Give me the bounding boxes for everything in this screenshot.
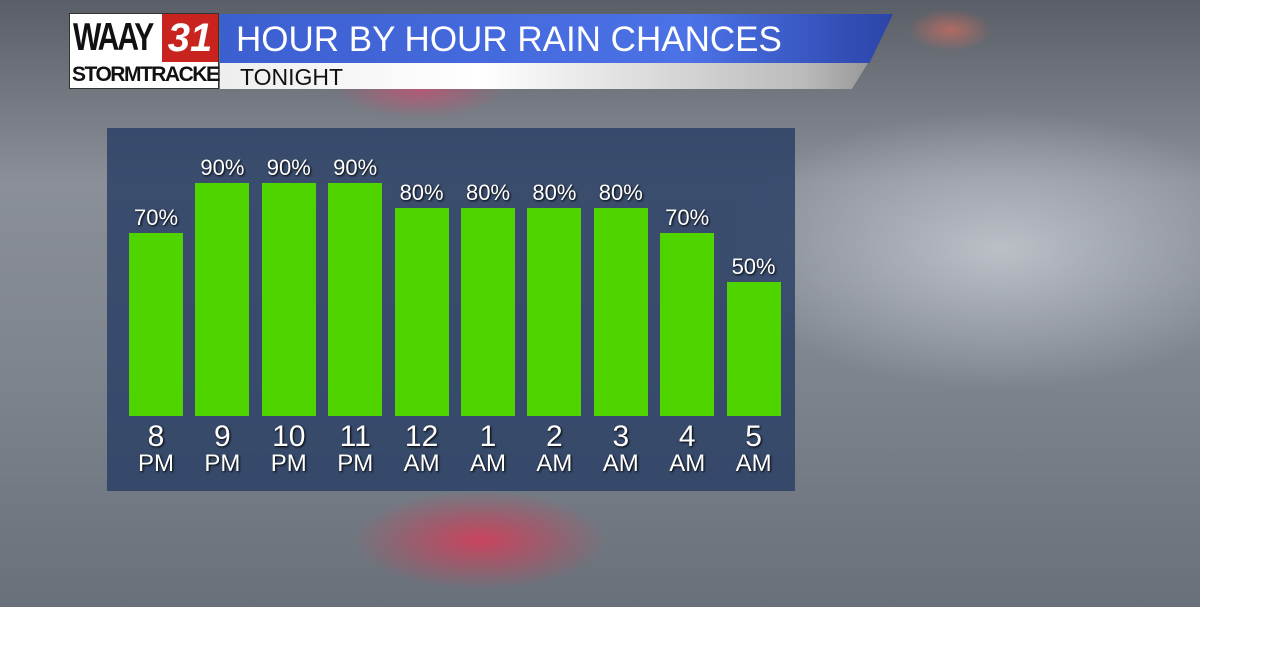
hour-label: 8 PM <box>121 420 191 478</box>
waay31-stormtracker-logo: WAAY 31 STORMTRACKER <box>69 13 234 89</box>
hour-number: 10 <box>272 420 306 453</box>
logo-channel: 31 <box>162 14 218 62</box>
am-pm: AM <box>403 450 440 477</box>
bar-2 <box>261 183 316 416</box>
bar-7 <box>593 207 648 416</box>
value-label: 80% <box>465 179 511 205</box>
value-label: 80% <box>532 179 577 205</box>
am-pm: AM <box>602 450 639 477</box>
chart-panel: 70% 8 PM 90% 9 PM 90% 10 PM 90% 11 PM 80% 12 AM 80% 1 AM 8… <box>107 128 795 491</box>
bar-3 <box>328 183 383 416</box>
am-pm: PM <box>270 450 307 477</box>
value-label: 90% <box>266 155 311 180</box>
hour-number: 1 <box>479 420 497 453</box>
hour-number: 9 <box>214 420 231 453</box>
hour-label: 10 PM <box>254 420 324 478</box>
hour-number: 8 <box>147 420 165 453</box>
value-label: 70% <box>665 204 710 230</box>
hour-number: 4 <box>678 420 696 453</box>
bar-5 <box>461 207 515 416</box>
bar-9 <box>726 282 781 416</box>
value-label: 80% <box>399 179 444 205</box>
subtitle-bar: TONIGHT <box>220 63 868 89</box>
hour-label: 4 AM <box>652 420 722 478</box>
bar-6 <box>527 207 582 416</box>
value-label: 90% <box>200 155 245 180</box>
chart-title: HOUR BY HOUR RAIN CHANCES <box>236 20 782 59</box>
am-pm: AM <box>536 450 573 477</box>
hour-number: 12 <box>404 420 439 453</box>
am-pm: PM <box>138 450 174 477</box>
title-bar: HOUR BY HOUR RAIN CHANCES <box>220 14 893 63</box>
bar-8 <box>660 232 715 416</box>
hour-number: 3 <box>612 420 630 453</box>
hour-label: 9 PM <box>187 420 257 478</box>
value-label: 80% <box>598 179 643 205</box>
am-pm: PM <box>204 450 241 477</box>
hour-label: 11 PM <box>320 420 390 478</box>
value-label: 70% <box>133 204 179 230</box>
bar-4 <box>394 207 449 416</box>
hour-number: 11 <box>339 420 371 453</box>
bar-1 <box>195 183 250 416</box>
value-label: 50% <box>731 254 776 279</box>
am-pm: AM <box>735 450 772 477</box>
am-pm: AM <box>669 450 706 477</box>
value-label: 90% <box>333 155 378 180</box>
hour-label: 2 AM <box>519 420 589 478</box>
am-pm: AM <box>470 450 506 477</box>
hour-label: 12 AM <box>387 420 457 478</box>
hour-label: 3 AM <box>586 420 656 478</box>
hour-number: 2 <box>546 420 563 453</box>
hour-number: 5 <box>745 420 762 453</box>
logo-brand: STORMTRACKER <box>72 63 234 86</box>
hour-label: 5 AM <box>719 420 789 478</box>
chart-subtitle: TONIGHT <box>240 64 344 90</box>
am-pm: PM <box>337 450 374 477</box>
bar-0 <box>129 232 183 416</box>
logo-station: WAAY <box>73 16 154 59</box>
hour-label: 1 AM <box>453 420 523 478</box>
